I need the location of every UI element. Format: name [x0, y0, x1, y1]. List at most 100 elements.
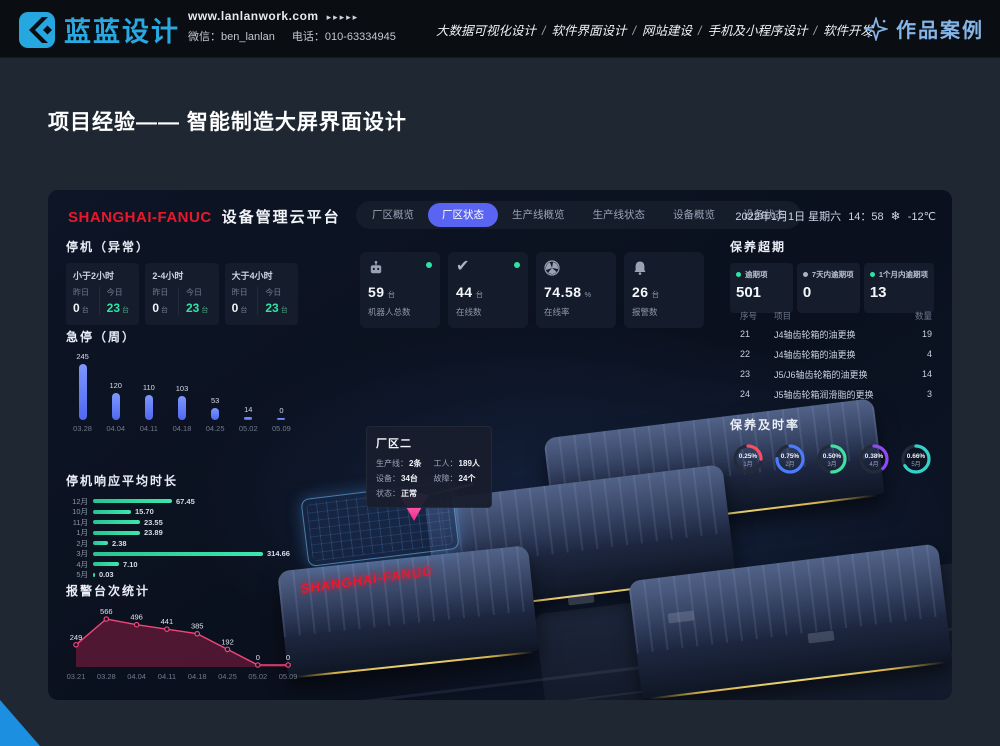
section-alarms: 报警台次统计 249 03.21 566 03.28 496 04.04 441 04.11 3…: [66, 582, 298, 683]
svg-text:05.09: 05.09: [279, 672, 298, 681]
bar-column: 103 04.18: [165, 351, 198, 433]
status-dot: [802, 272, 808, 277]
timeliness-gauges: 0.25% 1月 0.75% 2月 0.50% 3月 0.38% 4月 0.66% 5月: [730, 441, 934, 477]
downtime-cards: 小于2小时 昨日 0 台今日 23 台 2-4小时 昨日 0 台今日 23 台大于4小时 昨日 0 台今日 2…: [66, 263, 298, 325]
snow-icon: ❄: [890, 209, 901, 223]
portfolio-label: 作品案例: [896, 20, 984, 42]
gauge-donut: 0.66%5月: [901, 444, 931, 474]
temperature-text: -12℃: [907, 210, 936, 223]
status-dot: [869, 272, 875, 277]
overdue-label: 逾期项: [745, 270, 768, 279]
app-title: 设备管理云平台: [221, 209, 341, 226]
tab-line-status[interactable]: 生产线状态: [592, 209, 646, 221]
tooltip-title: 厂区二: [376, 438, 412, 450]
arrowheads-icon: ▸▸▸▸▸: [326, 12, 360, 22]
row-index: 21: [740, 329, 751, 339]
hbar-label: 3月: [76, 549, 88, 559]
section-title: 报警台次统计: [66, 584, 151, 598]
hbar-row: 2月 2.38: [66, 538, 298, 549]
svg-text:3月: 3月: [827, 461, 836, 468]
service-separator: /: [698, 24, 702, 38]
kpi-card-online-rate: 74.58% 在线率: [536, 252, 616, 328]
dashboard-header: SHANGHAI-FANUC 设备管理云平台: [68, 206, 341, 227]
bar: [211, 408, 220, 420]
service-separator: /: [632, 24, 636, 38]
tab-bar: 厂区概览 厂区状态 生产线概览 生产线状态 设备概览 设备状态: [356, 201, 801, 229]
kpi-value: 74.58: [544, 284, 582, 300]
row-qty: 3: [926, 389, 932, 399]
status-dot: [736, 272, 741, 277]
bar: [111, 393, 120, 420]
portfolio-button[interactable]: 作品案例: [864, 14, 984, 43]
site-url[interactable]: www.lanlanwork.com ▸▸▸▸▸: [188, 9, 360, 23]
hbar-value-label: 67.45: [176, 496, 195, 506]
bar-column: 0 05.09: [265, 351, 298, 433]
contact-block: www.lanlanwork.com ▸▸▸▸▸ 微信：ben_lanlan 电话…: [188, 9, 410, 44]
hbar-row: 11月 23.55: [66, 517, 298, 528]
bar-x-label: 04.25: [205, 424, 225, 433]
bar-x-label: 04.04: [106, 424, 126, 433]
hbar-label: 11月: [72, 517, 88, 527]
gauge-donut: 0.25%1月: [733, 444, 763, 474]
section-title: 停机响应平均时长: [66, 474, 179, 488]
hbar: [93, 541, 108, 546]
sparkle-icon: [864, 16, 888, 41]
svg-text:5月: 5月: [911, 461, 920, 468]
today-label: 今日: [265, 288, 282, 297]
table-header: 序号 项目 数量: [740, 311, 932, 321]
table-row: 23 J5/J6轴齿轮箱的油更换 14: [730, 364, 934, 384]
maintenance-table: 序号 项目 数量 21 J4轴齿轮箱的油更换 19 22 J4轴齿轮箱的油更换 4 23 J5…: [730, 308, 934, 404]
hbar-label: 1月: [76, 528, 88, 538]
overdue-card: 1个月内逾期项 13: [863, 263, 934, 313]
svg-text:0.66%: 0.66%: [907, 453, 926, 460]
kpi-label: 在线数: [456, 307, 482, 317]
hbar-label: 2月: [76, 538, 88, 548]
online-dot: [426, 262, 432, 268]
date-text: 2022年1月1日 星期六: [735, 211, 842, 223]
bar-value-label: 14: [244, 405, 253, 414]
section-response: 停机响应平均时长 12月 67.45 10月 15.70 11月 23.55 1月 23.89…: [66, 472, 298, 580]
bar-column: 245 03.28: [66, 351, 99, 433]
hbar-value-label: 23.55: [144, 517, 163, 527]
tooltip-pair: 状态：正常: [376, 489, 417, 498]
bar-value-label: 0: [279, 406, 284, 415]
tab-device-overview[interactable]: 设备概览: [673, 209, 715, 221]
hbar-row: 12月 67.45: [66, 496, 298, 507]
kpi-cards: 59 台 机器人总数 ✔ 44 台 在线数 74.58% 在线率: [360, 252, 704, 328]
tooltip-pair: 生产线：2条: [376, 459, 422, 468]
tab-device-status[interactable]: 设备状态: [743, 209, 785, 221]
svg-text:496: 496: [130, 613, 143, 622]
bell-icon: [632, 260, 648, 276]
tab-line-overview[interactable]: 生产线概览: [512, 209, 565, 221]
svg-text:385: 385: [191, 622, 204, 631]
svg-text:05.02: 05.02: [248, 672, 267, 681]
bar-value-label: 103: [175, 384, 189, 393]
hbar-value-label: 23.89: [144, 528, 163, 538]
table-row: 21 J4轴齿轮箱的油更换 19: [730, 324, 934, 344]
tab-plant-overview[interactable]: 厂区概览: [372, 209, 414, 221]
service-item: 网站建设: [642, 24, 693, 38]
logo[interactable]: 蓝蓝设计: [18, 10, 180, 49]
downtime-card: 2-4小时 昨日 0 台 今日 23 台: [145, 263, 219, 325]
hbar-row: 4月 7.10: [66, 559, 298, 570]
service-item: 手机及小程序设计: [707, 24, 808, 38]
gauge-donut: 0.38%4月: [859, 444, 889, 474]
response-bar-chart: 12月 67.45 10月 15.70 11月 23.55 1月 23.89 2月 2.38 3月 3…: [66, 496, 298, 580]
dashboard-panel: SHANGHAI-FANUC SHANGHAI-FANUC 设备管理云平台 厂区…: [48, 190, 952, 700]
yesterday-label: 昨日: [73, 288, 89, 297]
tooltip-pair: 故障：24个: [433, 474, 476, 483]
overdue-label: 1个月内逾期项: [878, 270, 928, 279]
loading-dock: [567, 592, 595, 606]
bar-value-label: 53: [210, 396, 220, 405]
svg-text:04.11: 04.11: [158, 672, 176, 681]
hbar: [93, 499, 172, 504]
hbar-value-label: 15.70: [135, 507, 154, 517]
hbar-row: 1月 23.89: [66, 528, 298, 539]
alarms-line-chart: 249 03.21 566 03.28 496 04.04 441 04.11 385 04.18…: [66, 603, 298, 683]
hbar: [93, 520, 140, 525]
tab-plant-status[interactable]: 厂区状态: [428, 203, 498, 227]
check-icon: ✔: [456, 258, 470, 275]
table-row: 22 J4轴齿轮箱的油更换 4: [730, 344, 934, 364]
row-item: J5/J6轴齿轮箱的油更换: [774, 369, 868, 380]
